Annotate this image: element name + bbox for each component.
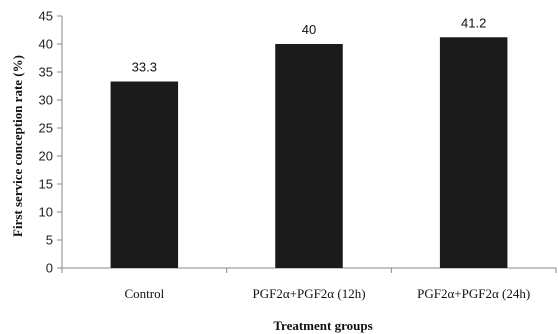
x-axis-title: Treatment groups — [273, 318, 372, 333]
y-tick-label: 25 — [39, 121, 53, 136]
data-label-1: 33.3 — [132, 60, 157, 75]
y-tick-label: 20 — [39, 149, 53, 164]
y-tick-label: 40 — [39, 37, 53, 52]
data-labels: 33.3 40 41.2 — [132, 15, 487, 74]
bars — [110, 37, 508, 269]
y-tick-label: 0 — [46, 261, 53, 276]
x-tick-label: PGF2α+PGF2α (12h) — [252, 286, 365, 301]
bar-2 — [275, 44, 343, 268]
x-tick-label: PGF2α+PGF2α (24h) — [417, 286, 530, 301]
data-label-2: 40 — [302, 22, 316, 37]
y-tick-label: 5 — [46, 233, 53, 248]
y-tick-label: 15 — [39, 177, 53, 192]
y-axis-title: First service conception rate (%) — [10, 55, 25, 237]
y-tick-label: 45 — [39, 9, 53, 24]
data-label-3: 41.2 — [461, 15, 486, 30]
x-axis: Control PGF2α+PGF2α (12h) PGF2α+PGF2α (24h… — [61, 267, 557, 301]
y-tick-label: 35 — [39, 65, 53, 80]
bar-3 — [439, 37, 508, 268]
y-axis: 0 5 10 15 20 25 30 35 40 45 — [39, 9, 63, 276]
y-tick-label: 30 — [39, 93, 53, 108]
bar-1 — [110, 81, 179, 269]
y-tick-label: 10 — [39, 205, 53, 220]
x-tick-label: Control — [124, 286, 164, 301]
